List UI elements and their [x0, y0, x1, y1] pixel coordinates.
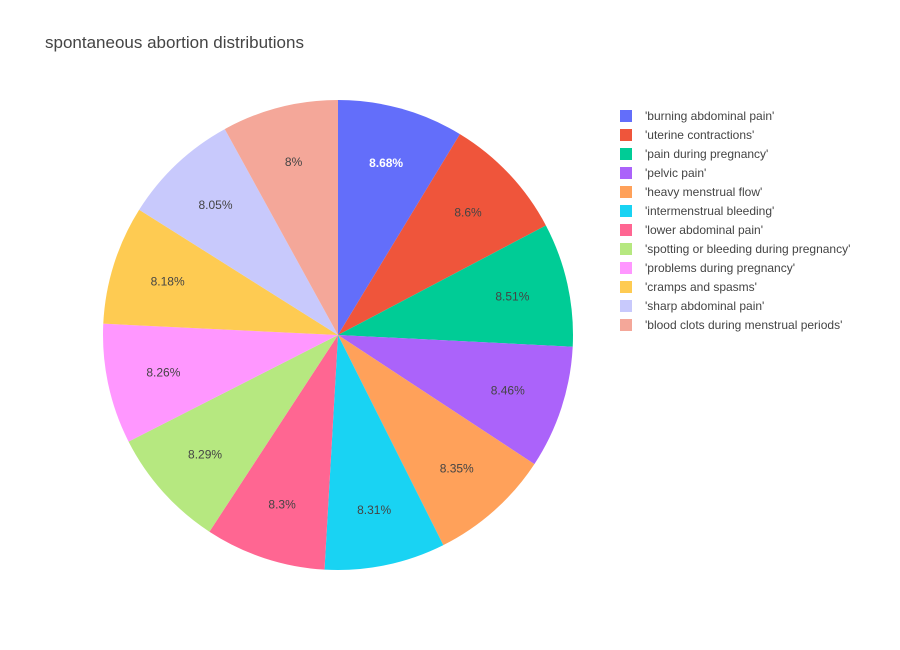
legend-item[interactable]: 'uterine contractions': [620, 125, 850, 144]
pie-slice[interactable]: [338, 100, 460, 335]
legend-swatch: [620, 242, 632, 255]
slice-percent-label: 8.31%: [357, 503, 391, 517]
legend-label: 'lower abdominal pain': [645, 222, 763, 237]
pie-slice[interactable]: [103, 323, 338, 442]
slice-percent-label: 8%: [285, 155, 303, 169]
legend-item[interactable]: 'spotting or bleeding during pregnancy': [620, 239, 850, 258]
legend-label: 'heavy menstrual flow': [645, 184, 763, 199]
legend-swatch: [620, 223, 632, 236]
legend-label: 'problems during pregnancy': [645, 260, 795, 275]
legend-swatch: [620, 185, 632, 198]
legend-label: 'intermenstrual bleeding': [645, 203, 775, 218]
pie-slice[interactable]: [139, 129, 338, 335]
slice-percent-label: 8.26%: [146, 365, 180, 379]
legend-item[interactable]: 'burning abdominal pain': [620, 106, 850, 125]
legend-label: 'burning abdominal pain': [645, 108, 775, 123]
pie-slice-labels: 8.68% 8.6% 8.51% 8.46% 8.35% 8.31% 8.3% 8.29% 8.…: [146, 155, 529, 517]
pie-slice[interactable]: [338, 134, 546, 335]
pie-slice[interactable]: [338, 335, 535, 546]
pie-slice[interactable]: [128, 335, 338, 532]
slice-percent-label: 8.6%: [454, 206, 482, 220]
legend-item[interactable]: 'problems during pregnancy': [620, 258, 850, 277]
slice-percent-label: 8.68%: [369, 156, 403, 170]
slice-percent-label: 8.35%: [440, 461, 474, 475]
legend-swatch: [620, 166, 632, 179]
chart-title: spontaneous abortion distributions: [45, 33, 304, 52]
legend-swatch: [620, 204, 632, 217]
legend-label: 'sharp abdominal pain': [645, 298, 765, 313]
legend-item[interactable]: 'lower abdominal pain': [620, 220, 850, 239]
legend-label: 'uterine contractions': [645, 127, 755, 142]
pie-slice[interactable]: [103, 209, 338, 335]
legend-item[interactable]: 'pain during pregnancy': [620, 144, 850, 163]
legend-item[interactable]: 'blood clots during menstrual periods': [620, 315, 850, 334]
legend-item[interactable]: 'intermenstrual bleeding': [620, 201, 850, 220]
slice-percent-label: 8.51%: [495, 289, 529, 303]
legend-label: 'pain during pregnancy': [645, 146, 769, 161]
legend-label: 'cramps and spasms': [645, 279, 757, 294]
pie-slice[interactable]: [209, 335, 338, 570]
legend-item[interactable]: 'pelvic pain': [620, 163, 850, 182]
pie-slice[interactable]: [224, 100, 338, 335]
legend-item[interactable]: 'heavy menstrual flow': [620, 182, 850, 201]
legend-label: 'pelvic pain': [645, 165, 707, 180]
legend-item[interactable]: 'cramps and spasms': [620, 277, 850, 296]
legend-label: 'spotting or bleeding during pregnancy': [645, 241, 851, 256]
slice-percent-label: 8.18%: [151, 274, 185, 288]
slice-percent-label: 8.3%: [268, 498, 296, 512]
pie-slice[interactable]: [338, 335, 573, 465]
slice-percent-label: 8.46%: [491, 383, 525, 397]
legend-swatch: [620, 299, 632, 312]
slice-percent-label: 8.29%: [188, 447, 222, 461]
legend-swatch: [620, 261, 632, 274]
legend-swatch: [620, 280, 632, 293]
pie-slice[interactable]: [338, 225, 573, 347]
legend-swatch: [620, 128, 632, 141]
legend-label: 'blood clots during menstrual periods': [645, 317, 843, 332]
legend-swatch: [620, 318, 632, 331]
pie-slices: [103, 100, 573, 571]
pie-slice[interactable]: [324, 335, 444, 571]
legend-swatch: [620, 147, 632, 160]
legend-item[interactable]: 'sharp abdominal pain': [620, 296, 850, 315]
legend-swatch: [620, 109, 632, 122]
slice-percent-label: 8.05%: [199, 198, 233, 212]
legend: 'burning abdominal pain' 'uterine contrac…: [620, 106, 850, 334]
